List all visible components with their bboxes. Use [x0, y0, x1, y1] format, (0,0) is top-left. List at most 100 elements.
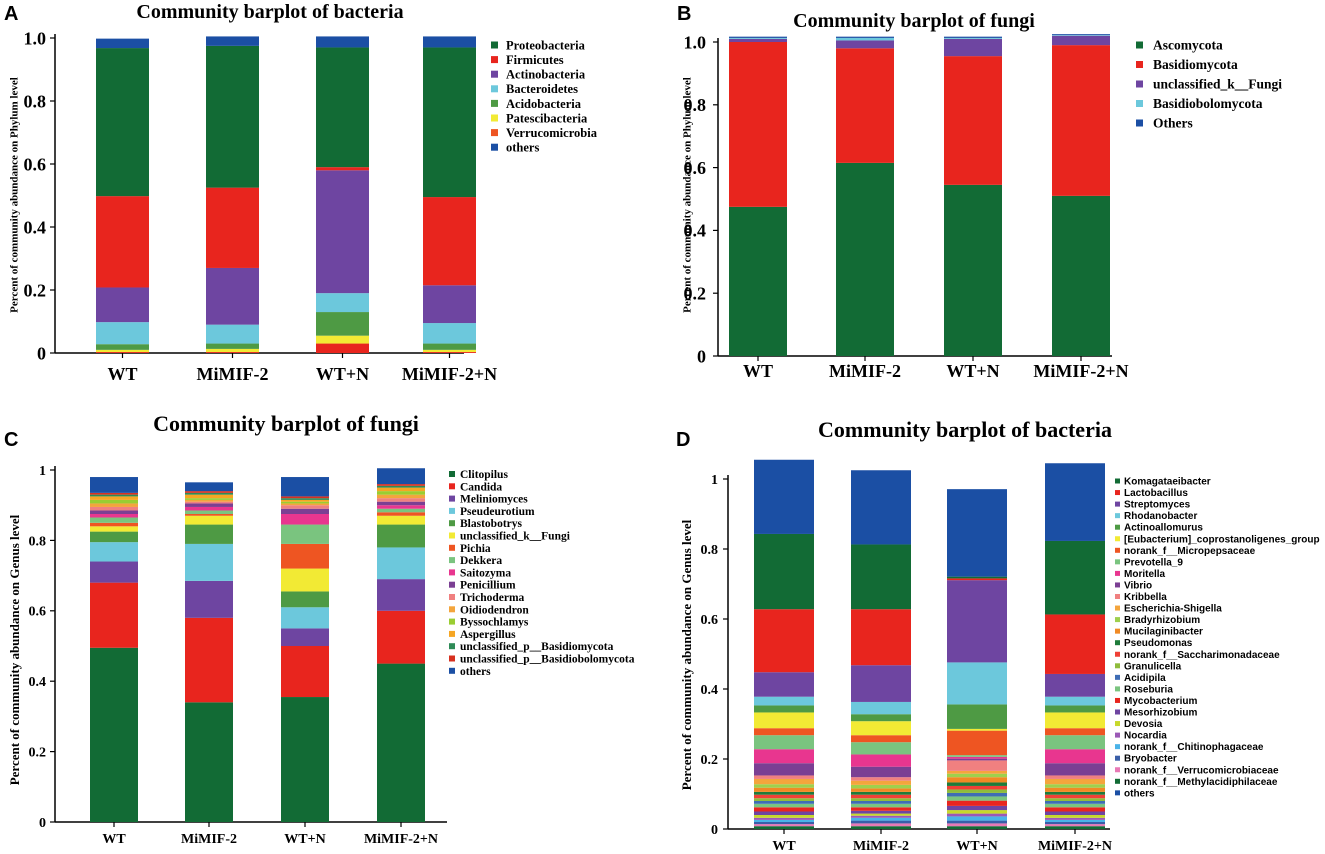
bar-segment: [754, 749, 814, 764]
bar-segment: [206, 324, 259, 344]
bar-segment: [1052, 35, 1110, 46]
legend-label: norank_f__Chitinophagaceae: [1124, 742, 1264, 753]
legend-label: Mesorhizobium: [1124, 708, 1197, 719]
bar-segment: [851, 780, 911, 785]
bar-segment: [1045, 787, 1105, 792]
legend-label: Proteobacteria: [506, 38, 586, 52]
y-tick-label: 1.0: [24, 28, 47, 48]
legend-label: Clitopilus: [460, 469, 508, 481]
y-axis-label: Percent of community abundance on Phylum…: [682, 77, 694, 313]
bar-segment: [851, 742, 911, 755]
legend-swatch: [1115, 697, 1120, 703]
legend-label: unclassified_p__Basidiobolomycota: [460, 654, 635, 666]
bar-segment: [1052, 34, 1110, 36]
bar-segment: [185, 524, 233, 544]
bar-segment: [851, 754, 911, 767]
bar-segment: [206, 348, 259, 353]
bar-stack: [1045, 463, 1105, 829]
y-tick-label: 0.2: [24, 280, 47, 300]
x-tick-label: WT+N: [956, 839, 997, 854]
bar-segment: [851, 735, 911, 743]
bar-segment: [836, 48, 894, 163]
bar-segment: [729, 206, 787, 356]
legend-swatch: [1115, 594, 1120, 599]
legend-label: Nocardia: [1124, 731, 1167, 742]
bar-segment: [754, 705, 814, 713]
bar-segment: [944, 184, 1002, 356]
bar-segment: [185, 501, 233, 504]
y-tick-label: 0: [39, 816, 46, 831]
bar-segment: [1045, 540, 1105, 615]
legend-swatch: [1115, 663, 1120, 669]
legend-label: Pseudomonas: [1124, 638, 1193, 649]
legend-label: Meliniomyces: [460, 494, 528, 506]
bar-segment: [1045, 803, 1105, 808]
bar-stack: [944, 36, 1002, 356]
y-tick-label: 1: [711, 473, 718, 488]
bar-segment: [377, 491, 425, 495]
x-tick-label: WT: [772, 839, 796, 854]
bar-segment: [836, 36, 894, 38]
bar-segment: [377, 484, 425, 486]
legend-swatch: [1115, 721, 1120, 727]
y-tick-label: 0.8: [701, 543, 719, 558]
bar-segment: [729, 42, 787, 207]
legend-label: Candida: [460, 481, 502, 493]
bar-segment: [316, 312, 369, 336]
legend-swatch: [1115, 524, 1120, 530]
bar-segment: [947, 813, 1007, 817]
bar-segment: [423, 197, 476, 286]
bar-segment: [185, 482, 233, 492]
x-tick-label: WT+N: [946, 361, 999, 381]
y-tick-label: 0: [711, 823, 718, 838]
y-tick-label: 0.8: [24, 91, 47, 111]
bar-segment: [185, 498, 233, 500]
bar-segment: [1045, 826, 1105, 829]
bar-stack: [836, 36, 894, 356]
bar-segment: [851, 470, 911, 545]
legend-swatch: [449, 483, 455, 490]
bar-segment: [851, 823, 911, 827]
panel-c: C Community barplot of fungi Percent of co…: [4, 411, 635, 847]
legend-swatch: [491, 143, 498, 151]
bar-segment: [1045, 712, 1105, 729]
legend-swatch: [1115, 686, 1120, 692]
bar-segment: [729, 37, 787, 39]
bar-segment: [729, 38, 787, 42]
bar-segment: [1045, 673, 1105, 697]
bar-segment: [1045, 807, 1105, 812]
bar-segment: [947, 730, 1007, 756]
legend-label: Mycobacterium: [1124, 696, 1197, 707]
legend-swatch: [1115, 732, 1120, 738]
panel-letter: D: [676, 429, 690, 451]
legend-swatch: [491, 129, 498, 137]
legend-label: Saitozyma: [460, 567, 511, 579]
y-tick-label: 0.8: [29, 534, 47, 549]
y-axis-label: Percent of community abundance on Genus …: [679, 519, 694, 790]
bar-segment: [281, 607, 329, 629]
legend-label: Vibrio: [1124, 580, 1152, 591]
bar-segment: [947, 758, 1007, 761]
bar-segment: [851, 798, 911, 801]
legend-label: others: [1124, 788, 1155, 799]
legend-swatch: [491, 114, 498, 122]
bar-segment: [377, 547, 425, 580]
legend-swatch: [1136, 119, 1143, 127]
legend-label: Penicillium: [460, 580, 516, 592]
bar-segment: [185, 510, 233, 514]
bar-segment: [90, 526, 138, 532]
bar-segment: [316, 170, 369, 294]
legend-label: Bryobacter: [1124, 754, 1177, 765]
bar-segment: [316, 343, 369, 353]
bar-stack: [316, 36, 369, 353]
legend-label: Kribbella: [1124, 592, 1167, 603]
bar-segment: [947, 800, 1007, 806]
bar-segment: [947, 756, 1007, 759]
bar-segment: [947, 782, 1007, 786]
legend-label: unclassified_k__Fungi: [1153, 77, 1282, 92]
bar-segment: [1045, 822, 1105, 825]
legend-swatch: [449, 630, 455, 637]
x-tick-label: MiMIF-2: [181, 832, 237, 847]
bar-segment: [1045, 801, 1105, 804]
bar-segment: [206, 352, 259, 353]
